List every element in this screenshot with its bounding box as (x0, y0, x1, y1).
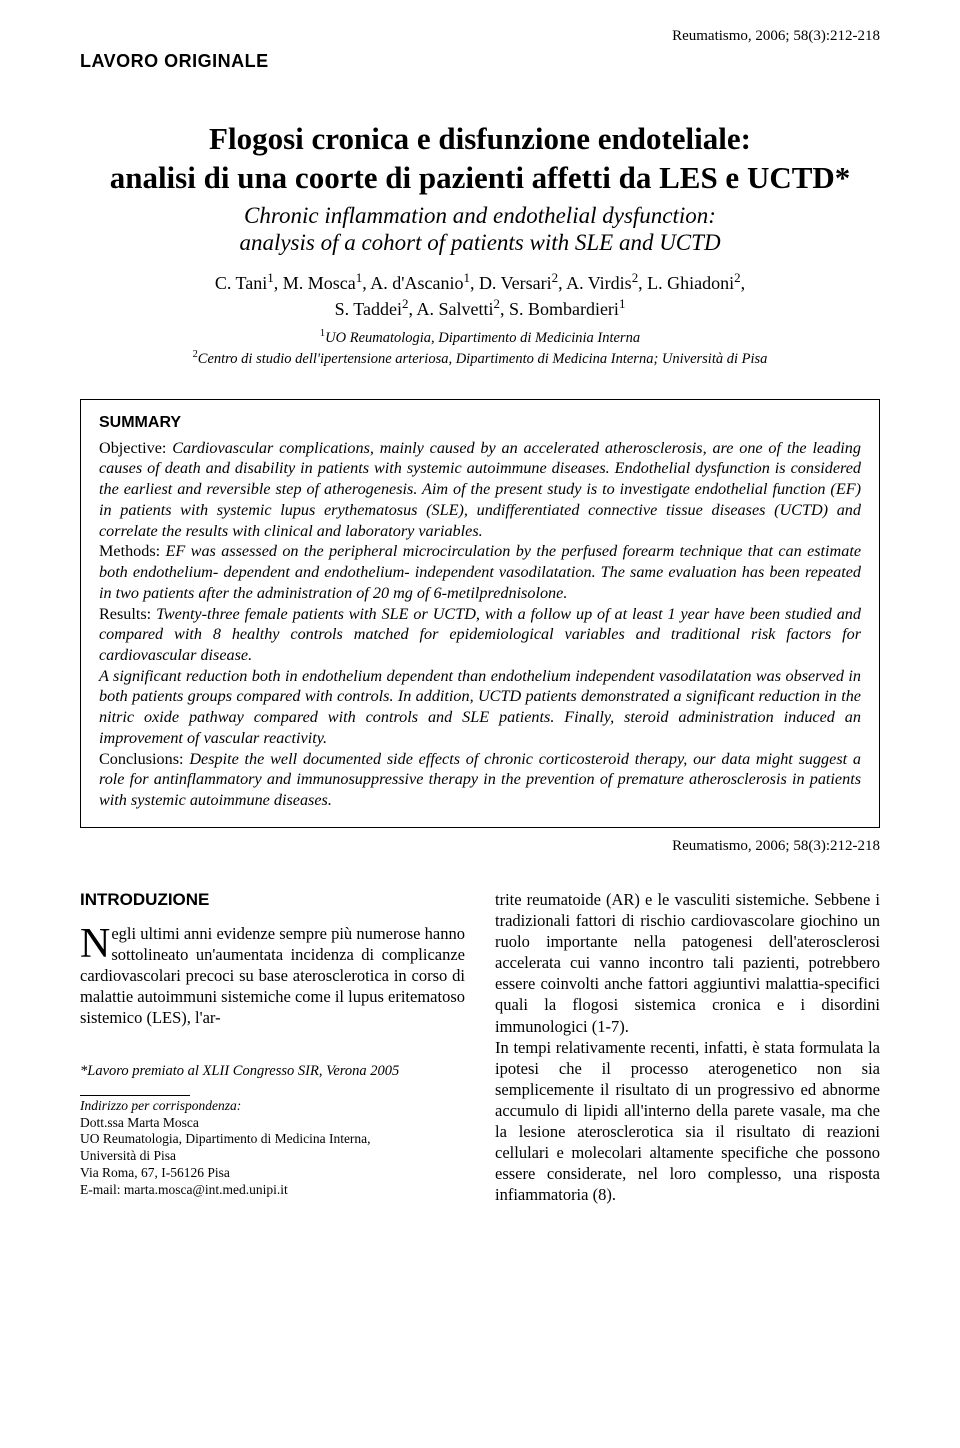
article-subtitle: Chronic inflammation and endothelial dys… (80, 202, 880, 257)
article-title: Flogosi cronica e disfunzione endotelial… (80, 120, 880, 198)
intro-text: egli ultimi anni evidenze sempre più num… (80, 924, 465, 1027)
summary-results-label: Results: (99, 605, 156, 623)
column-left: INTRODUZIONE Negli ultimi anni evidenze … (80, 889, 465, 1206)
summary-results-text-1: Twenty-three female patients with SLE or… (99, 605, 861, 664)
corr-dept: UO Reumatologia, Dipartimento di Medicin… (80, 1131, 371, 1146)
title-line-2: analisi di una coorte di pazienti affett… (110, 160, 851, 195)
correspondence-block: Indirizzo per corrispondenza: Dott.ssa M… (80, 1098, 465, 1199)
summary-objective-text: Cardiovascular complications, mainly cau… (99, 439, 861, 540)
corr-univ: Università di Pisa (80, 1148, 176, 1163)
author-list: C. Tani1, M. Mosca1, A. d'Ascanio1, D. V… (80, 269, 880, 322)
corr-email: E-mail: marta.mosca@int.med.unipi.it (80, 1182, 288, 1197)
intro-paragraph: Negli ultimi anni evidenze sempre più nu… (80, 923, 465, 1029)
summary-objective-label: Objective: (99, 439, 172, 457)
body-columns: INTRODUZIONE Negli ultimi anni evidenze … (80, 889, 880, 1206)
affiliations: 1UO Reumatologia, Dipartimento di Medici… (80, 327, 880, 368)
dropcap: N (80, 923, 111, 963)
section-label: LAVORO ORIGINALE (80, 51, 880, 72)
summary-body: Objective: Cardiovascular complications,… (99, 438, 861, 811)
summary-heading: SUMMARY (99, 414, 861, 432)
summary-results-text-2: A significant reduction both in endothel… (99, 667, 861, 747)
summary-conclusions-text: Despite the well documented side effects… (99, 750, 861, 809)
body-paragraph-1: trite reumatoide (AR) e le vasculiti sis… (495, 889, 880, 1037)
subtitle-line-1: Chronic inflammation and endothelial dys… (244, 203, 716, 228)
award-footnote: *Lavoro premiato al XLII Congresso SIR, … (80, 1062, 465, 1081)
summary-box: SUMMARY Objective: Cardiovascular compli… (80, 399, 880, 828)
footer-citation: Reumatismo, 2006; 58(3):212-218 (80, 838, 880, 855)
page: Reumatismo, 2006; 58(3):212-218 LAVORO O… (0, 0, 960, 1448)
subtitle-line-2: analysis of a cohort of patients with SL… (239, 230, 720, 255)
title-line-1: Flogosi cronica e disfunzione endotelial… (209, 121, 751, 156)
intro-heading: INTRODUZIONE (80, 889, 465, 911)
corr-address: Via Roma, 67, I-56126 Pisa (80, 1165, 230, 1180)
column-right: trite reumatoide (AR) e le vasculiti sis… (495, 889, 880, 1206)
summary-methods-text: EF was assessed on the peripheral microc… (99, 542, 861, 601)
summary-methods-label: Methods: (99, 542, 166, 560)
body-paragraph-2: In tempi relativamente recenti, infatti,… (495, 1037, 880, 1206)
correspondence-label: Indirizzo per corrispondenza: (80, 1098, 241, 1113)
correspondence-rule (80, 1095, 190, 1096)
header-citation: Reumatismo, 2006; 58(3):212-218 (80, 28, 880, 45)
summary-conclusions-label: Conclusions: (99, 750, 189, 768)
corr-name: Dott.ssa Marta Mosca (80, 1115, 199, 1130)
